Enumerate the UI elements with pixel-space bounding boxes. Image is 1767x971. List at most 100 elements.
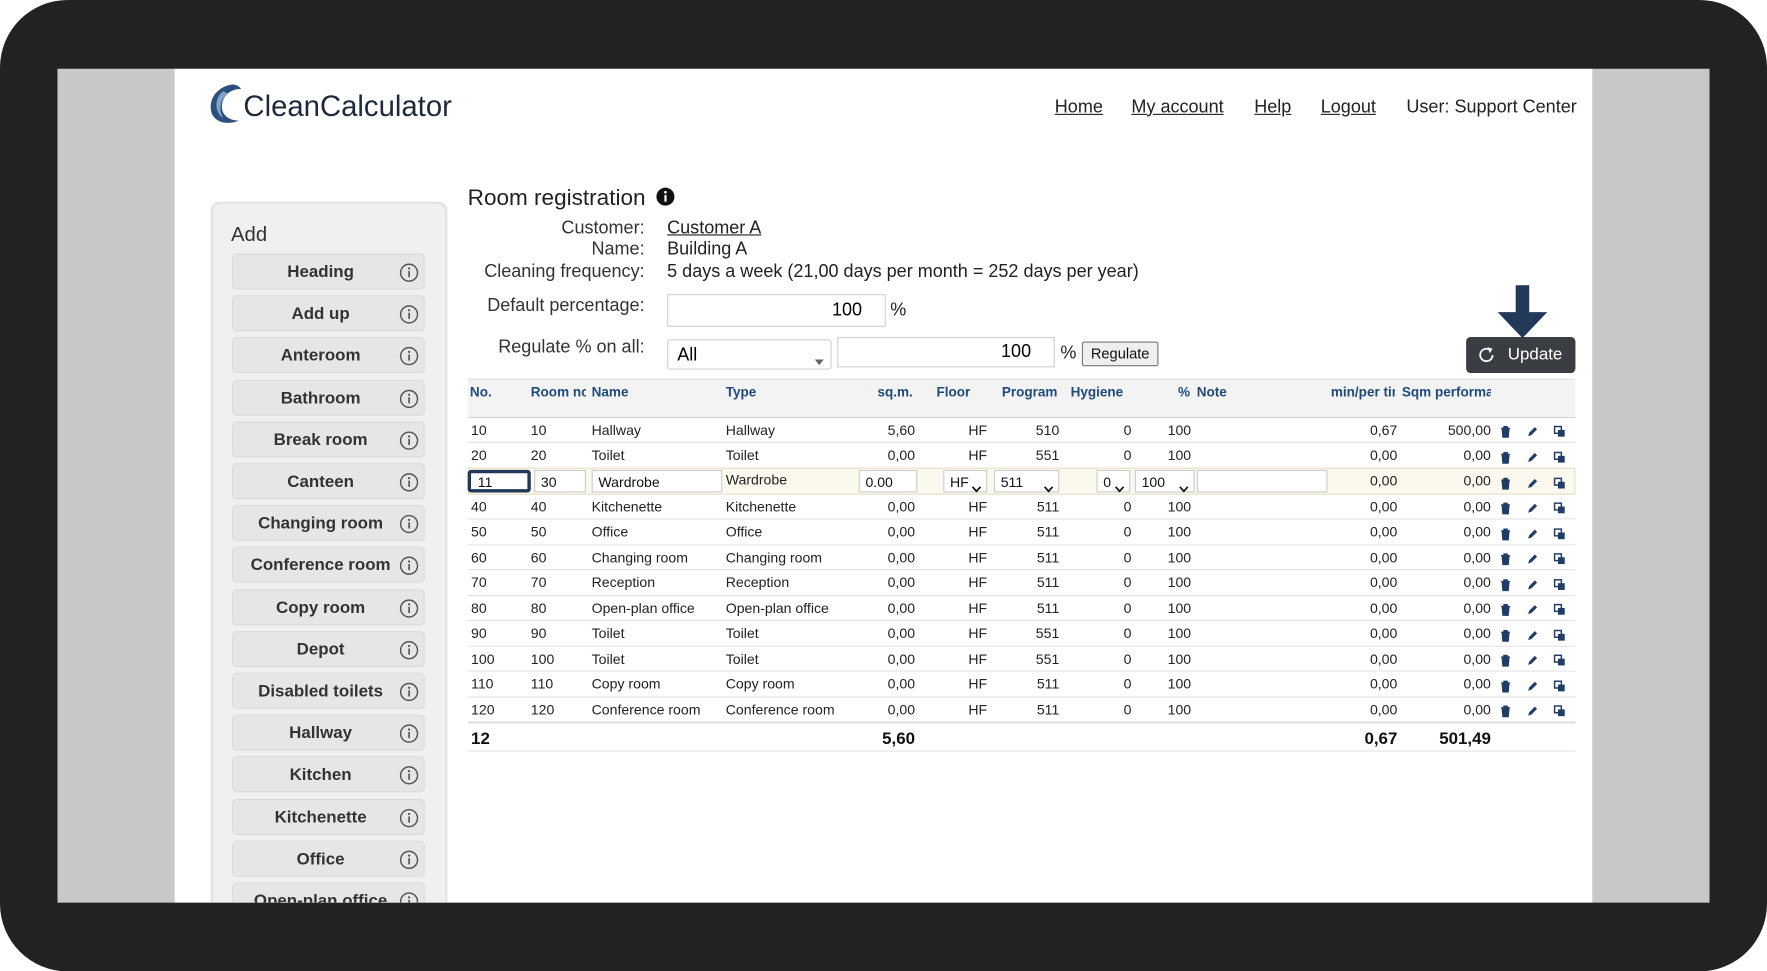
info-icon[interactable]	[399, 640, 419, 660]
edit-field[interactable]: 100	[1134, 469, 1195, 493]
column-header[interactable]: Name	[591, 384, 629, 401]
regulate-select[interactable]: All	[667, 339, 832, 370]
edit-field[interactable]: 0.00	[858, 469, 918, 493]
update-button[interactable]: Update	[1466, 336, 1576, 374]
edit-field[interactable]: 11	[467, 469, 531, 493]
add-button[interactable]: Bathroom	[232, 379, 425, 416]
logo-icon[interactable]	[207, 82, 243, 125]
edit-icon[interactable]	[1526, 449, 1540, 463]
add-button[interactable]: Hallway	[232, 714, 425, 751]
add-button[interactable]: Open-plan office	[232, 882, 425, 903]
edit-field[interactable]: Wardrobe	[591, 469, 723, 493]
title-info-icon[interactable]	[656, 187, 675, 206]
edit-field[interactable]: 0	[1096, 469, 1131, 493]
column-header[interactable]: Floor	[936, 384, 971, 401]
copy-icon[interactable]	[1553, 627, 1567, 641]
edit-icon[interactable]	[1526, 678, 1540, 692]
info-icon[interactable]	[399, 263, 419, 283]
nav-link[interactable]: My account	[1131, 97, 1224, 117]
column-header[interactable]: No.	[469, 384, 492, 401]
copy-icon[interactable]	[1553, 551, 1567, 565]
edit-icon[interactable]	[1526, 424, 1540, 438]
note-field[interactable]	[1196, 469, 1328, 493]
info-icon[interactable]	[399, 472, 419, 492]
delete-icon[interactable]	[1499, 526, 1513, 540]
logo-text[interactable]: CleanCalculator	[243, 89, 452, 123]
copy-icon[interactable]	[1553, 476, 1567, 490]
edit-icon[interactable]	[1526, 627, 1540, 641]
column-header[interactable]: min/per time	[1330, 384, 1395, 401]
copy-icon[interactable]	[1553, 526, 1567, 540]
delete-icon[interactable]	[1499, 602, 1513, 616]
delete-icon[interactable]	[1499, 576, 1513, 591]
info-icon[interactable]	[399, 556, 419, 576]
column-header[interactable]: sq.m.	[877, 384, 913, 401]
add-button[interactable]: Conference room	[232, 546, 425, 584]
info-icon[interactable]	[399, 766, 419, 786]
info-icon[interactable]	[399, 388, 419, 408]
default-percentage-input[interactable]: 100	[667, 294, 886, 327]
copy-icon[interactable]	[1553, 424, 1567, 438]
info-icon[interactable]	[399, 430, 419, 450]
info-icon[interactable]	[399, 808, 419, 828]
add-button[interactable]: Disabled toilets	[232, 672, 425, 709]
delete-icon[interactable]	[1499, 652, 1513, 667]
edit-icon[interactable]	[1526, 703, 1540, 717]
field-value[interactable]: Customer A	[667, 218, 762, 238]
column-header[interactable]: %	[1177, 384, 1191, 401]
copy-icon[interactable]	[1553, 652, 1567, 666]
add-button[interactable]: Copy room	[232, 588, 425, 625]
edit-field[interactable]: 511	[993, 469, 1060, 493]
regulate-input[interactable]: 100	[837, 336, 1055, 368]
delete-icon[interactable]	[1499, 678, 1513, 692]
add-button[interactable]: Anteroom	[232, 337, 425, 374]
edit-icon[interactable]	[1526, 602, 1540, 616]
add-button[interactable]: Add up	[232, 295, 425, 332]
column-header[interactable]: Note	[1196, 384, 1227, 401]
copy-icon[interactable]	[1553, 449, 1567, 463]
add-button[interactable]: Canteen	[232, 463, 425, 500]
info-icon[interactable]	[399, 849, 419, 869]
info-icon[interactable]	[399, 346, 419, 366]
info-icon[interactable]	[399, 598, 419, 618]
regulate-button[interactable]: Regulate	[1081, 341, 1159, 367]
delete-icon[interactable]	[1499, 424, 1513, 438]
edit-icon[interactable]	[1526, 500, 1540, 514]
info-icon[interactable]	[399, 891, 419, 903]
info-icon[interactable]	[399, 514, 419, 534]
copy-icon[interactable]	[1553, 500, 1567, 514]
info-icon[interactable]	[399, 724, 419, 744]
add-button[interactable]: Break room	[232, 421, 425, 458]
column-header[interactable]: Type	[725, 384, 757, 401]
column-header[interactable]: Sqm performance	[1401, 384, 1491, 401]
delete-icon[interactable]	[1499, 551, 1513, 566]
add-button[interactable]: Office	[232, 840, 425, 877]
delete-icon[interactable]	[1499, 500, 1513, 515]
info-icon[interactable]	[399, 304, 419, 324]
edit-icon[interactable]	[1526, 476, 1540, 490]
edit-icon[interactable]	[1526, 576, 1540, 590]
add-button[interactable]: Changing room	[232, 505, 425, 542]
column-header[interactable]: Program	[1001, 384, 1058, 401]
nav-link[interactable]: Logout	[1320, 97, 1376, 117]
column-header[interactable]: Room no.	[530, 384, 586, 401]
edit-field[interactable]: HF	[943, 469, 988, 493]
delete-icon[interactable]	[1499, 703, 1513, 718]
add-button[interactable]: Kitchen	[232, 756, 425, 793]
copy-icon[interactable]	[1553, 678, 1567, 692]
edit-icon[interactable]	[1526, 551, 1540, 565]
delete-icon[interactable]	[1499, 476, 1513, 490]
edit-field[interactable]: 30	[534, 469, 586, 493]
column-header[interactable]: Hygiene	[1070, 384, 1124, 401]
delete-icon[interactable]	[1499, 449, 1513, 464]
nav-link[interactable]: Help	[1254, 97, 1292, 117]
add-button[interactable]: Heading	[232, 253, 425, 290]
copy-icon[interactable]	[1553, 602, 1567, 616]
add-button[interactable]: Depot	[232, 630, 425, 667]
delete-icon[interactable]	[1499, 627, 1513, 642]
nav-link[interactable]: Home	[1054, 97, 1103, 117]
copy-icon[interactable]	[1553, 576, 1567, 590]
edit-icon[interactable]	[1526, 526, 1540, 540]
add-button[interactable]: Kitchenette	[232, 798, 425, 835]
edit-icon[interactable]	[1526, 652, 1540, 666]
